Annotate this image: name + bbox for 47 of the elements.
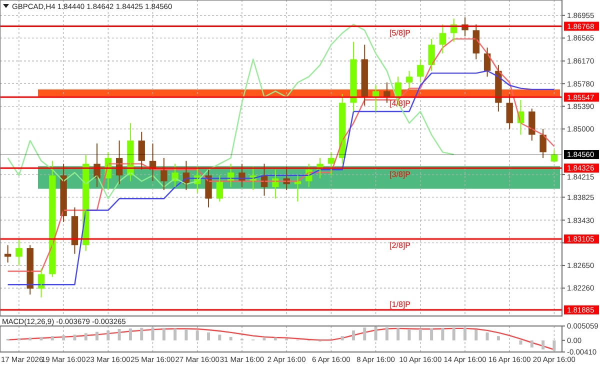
line-series xyxy=(7,24,454,200)
bar xyxy=(418,329,422,340)
bar xyxy=(430,328,434,340)
bar xyxy=(340,336,344,340)
bar xyxy=(363,328,366,340)
ref-line-label: [3/8]P xyxy=(390,170,410,180)
bar xyxy=(62,335,66,340)
bar xyxy=(474,330,478,340)
bar xyxy=(162,328,166,340)
bar xyxy=(140,328,144,340)
bar xyxy=(496,336,500,340)
bar xyxy=(274,338,277,340)
bar xyxy=(552,340,556,351)
bar xyxy=(229,336,232,340)
bar xyxy=(408,329,411,340)
bar xyxy=(96,332,99,340)
bar xyxy=(28,338,32,340)
bar xyxy=(530,340,534,348)
ref-line-label: [4/8]P xyxy=(390,99,410,108)
bar xyxy=(542,340,545,350)
bar xyxy=(106,330,110,340)
bar xyxy=(218,334,222,340)
bar xyxy=(352,330,355,340)
ref-line-label: [5/8]P xyxy=(390,28,410,38)
candlestick xyxy=(16,238,22,266)
bar xyxy=(151,328,154,340)
bar xyxy=(441,328,444,340)
bar xyxy=(50,336,54,340)
bar xyxy=(463,328,466,340)
bar xyxy=(385,327,388,340)
bar xyxy=(73,334,76,340)
bar xyxy=(174,328,177,340)
line-series xyxy=(7,328,555,350)
bar xyxy=(118,329,121,340)
bar xyxy=(452,328,456,340)
bar xyxy=(519,340,522,345)
ref-line-label: [1/8]P xyxy=(390,300,410,309)
ref-line-label: [2/8]P xyxy=(390,241,410,250)
bar xyxy=(40,336,43,340)
bar xyxy=(207,332,210,340)
bar xyxy=(184,329,188,340)
bar xyxy=(84,333,88,340)
bar xyxy=(128,328,132,340)
bar xyxy=(196,330,199,340)
bar xyxy=(396,328,400,340)
bar xyxy=(374,326,378,340)
bar xyxy=(486,332,489,340)
